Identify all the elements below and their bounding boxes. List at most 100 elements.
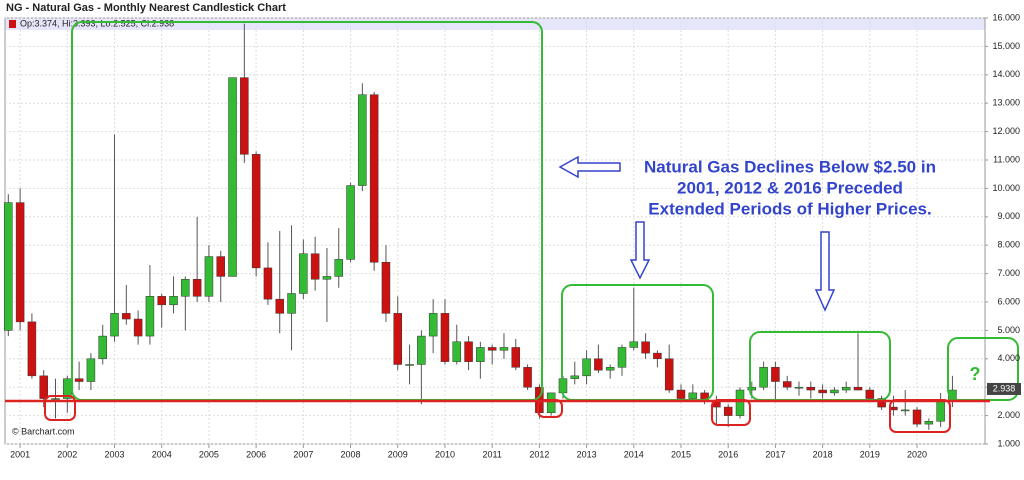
x-tick-label: 2016 <box>718 449 738 459</box>
candle-body <box>605 367 615 371</box>
question-mark: ? <box>970 364 981 384</box>
candle-body <box>641 341 650 354</box>
candle-body <box>192 279 202 297</box>
candle-body <box>877 398 886 408</box>
candle-body <box>287 293 296 314</box>
candle-body <box>594 358 603 371</box>
candle-body <box>676 389 686 399</box>
candle-body <box>204 256 214 297</box>
y-axis: 1.0002.0003.0004.0005.0006.0007.0008.000… <box>10 12 1021 459</box>
candle-body <box>240 77 249 155</box>
x-tick-label: 2005 <box>199 449 219 459</box>
legend-text: Op:3.374, Hi:3.393, Lo:2.525, Cl:2.938 <box>20 18 174 28</box>
candle-body <box>428 313 438 337</box>
candle-body <box>830 389 839 394</box>
candle-body <box>841 386 851 391</box>
candle-body <box>381 261 391 314</box>
candle-body <box>782 381 792 388</box>
x-tick-label: 2015 <box>671 449 691 459</box>
candle-body <box>263 267 273 300</box>
candle-body <box>629 341 639 348</box>
x-tick-label: 2002 <box>57 449 77 459</box>
x-tick-label: 2008 <box>341 449 361 459</box>
candle-body <box>27 321 37 377</box>
x-tick-label: 2009 <box>388 449 408 459</box>
candle-body <box>358 94 367 186</box>
plot-frame <box>4 17 986 445</box>
candle-body <box>145 296 155 337</box>
candle-body <box>570 375 580 379</box>
candle-body <box>4 202 13 331</box>
candle-body <box>122 313 131 320</box>
candle-body <box>900 409 910 412</box>
y-tick-label: 9.000 <box>997 211 1020 221</box>
candle-body <box>417 335 426 365</box>
y-tick-label: 12.000 <box>992 126 1020 136</box>
candle-body <box>794 386 804 389</box>
candle-body <box>924 421 934 425</box>
candle-body <box>499 347 509 351</box>
x-tick-label: 2014 <box>624 449 644 459</box>
x-tick-label: 2004 <box>152 449 172 459</box>
chart-title: NG - Natural Gas - Monthly Nearest Candl… <box>6 2 286 14</box>
annotation-line: Extended Periods of Higher Prices. <box>648 199 931 218</box>
candle-body <box>440 313 450 362</box>
candle-body <box>818 389 827 394</box>
candle-body <box>487 347 497 351</box>
candle-body <box>157 296 166 306</box>
candle-body <box>216 256 225 277</box>
candle-body <box>15 202 25 323</box>
annotation-line: 2001, 2012 & 2016 Preceded <box>677 178 903 197</box>
candle-body <box>464 341 473 362</box>
candle-body <box>310 253 320 280</box>
candle-body <box>759 367 768 388</box>
y-tick-label: 13.000 <box>992 98 1020 108</box>
candle-body <box>299 253 308 294</box>
x-tick-label: 2001 <box>10 449 30 459</box>
x-tick-label: 2003 <box>105 449 125 459</box>
candle-body <box>546 392 556 414</box>
y-tick-label: 2.000 <box>997 410 1020 420</box>
candle-body <box>806 386 816 391</box>
x-tick-label: 2017 <box>765 449 785 459</box>
credit: © Barchart.com <box>12 426 75 436</box>
x-tick-label: 2018 <box>813 449 833 459</box>
candle-body <box>86 358 96 382</box>
candle-body <box>228 77 237 277</box>
candle-body <box>334 259 343 277</box>
candle-body <box>747 386 757 391</box>
x-tick-label: 2019 <box>860 449 880 459</box>
arrows <box>558 155 836 312</box>
candle-body <box>771 367 780 382</box>
candle-body <box>664 358 674 391</box>
y-tick-label: 1.000 <box>997 438 1020 448</box>
y-tick-label: 16.000 <box>992 12 1020 22</box>
candle-body <box>511 347 521 368</box>
last-price-box <box>987 382 1021 395</box>
candle-body <box>617 347 627 368</box>
candle-body <box>653 352 662 360</box>
candle-body <box>582 358 591 377</box>
candle-body <box>723 406 733 416</box>
x-tick-label: 2006 <box>246 449 266 459</box>
x-tick-label: 2011 <box>482 449 501 459</box>
candle-body <box>393 313 403 365</box>
candle-body <box>346 185 355 260</box>
x-tick-label: 2013 <box>577 449 597 459</box>
candle-body <box>39 375 48 399</box>
x-tick-label: 2010 <box>435 449 455 459</box>
candle-body <box>369 94 379 263</box>
y-tick-label: 14.000 <box>992 69 1020 79</box>
candle-body <box>523 367 532 388</box>
last-price-label: 2.938 <box>993 383 1016 393</box>
candle-body <box>476 347 485 362</box>
candle-body <box>865 389 875 399</box>
candle-body <box>169 296 178 306</box>
candle-body <box>51 398 60 400</box>
candle-body <box>322 276 332 280</box>
y-tick-label: 6.000 <box>997 296 1020 306</box>
candle-body <box>405 364 414 366</box>
candle-body <box>912 409 922 425</box>
candle-body <box>251 154 261 269</box>
